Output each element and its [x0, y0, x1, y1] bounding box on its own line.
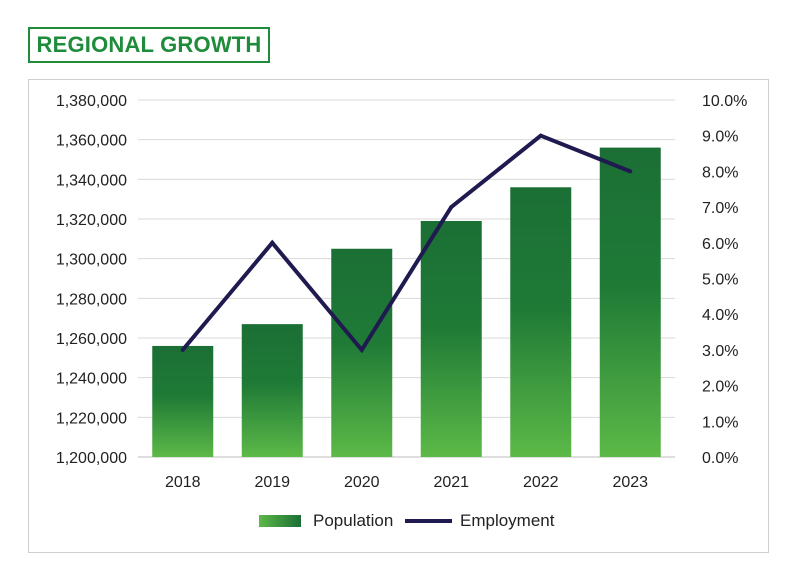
chart-title: REGIONAL GROWTH: [36, 32, 262, 57]
right-tick-label: 2.0%: [702, 379, 738, 396]
left-tick-label: 1,280,000: [56, 291, 127, 308]
right-tick-label: 1.0%: [702, 414, 738, 431]
right-tick-label: 4.0%: [702, 307, 738, 324]
legend-swatch-population: [259, 515, 301, 527]
employment-point-2018: [180, 347, 185, 352]
right-tick-label: 3.0%: [702, 343, 738, 360]
x-tick-label: 2022: [523, 474, 559, 491]
employment-point-2021: [449, 205, 454, 210]
right-tick-label: 8.0%: [702, 164, 738, 181]
x-axis-labels: 2018 2019 2020 2021 2022 2023: [165, 474, 648, 491]
employment-line-layer: [180, 133, 633, 354]
left-tick-label: 1,360,000: [56, 133, 127, 150]
legend: Population Employment: [259, 511, 555, 530]
left-tick-label: 1,320,000: [56, 212, 127, 229]
right-tick-label: 5.0%: [702, 272, 738, 289]
x-tick-label: 2018: [165, 474, 201, 491]
bar-population-2023: [599, 147, 661, 457]
bar-population-2022: [510, 187, 572, 457]
x-tick-label: 2019: [254, 474, 290, 491]
chart-frame: [28, 79, 769, 553]
employment-point-2022: [538, 133, 543, 138]
left-tick-label: 1,340,000: [56, 172, 127, 189]
population-bars: [152, 147, 661, 457]
right-axis-ticks: 0.0% 1.0% 2.0% 3.0% 4.0% 5.0% 6.0% 7.0% 8.0% 9.0%…: [702, 93, 747, 467]
left-tick-label: 1,380,000: [56, 93, 127, 110]
chart-title-box: REGIONAL GROWTH: [28, 27, 270, 63]
left-tick-label: 1,200,000: [56, 450, 127, 467]
left-tick-label: 1,260,000: [56, 331, 127, 348]
employment-point-2023: [628, 169, 633, 174]
right-tick-label: 7.0%: [702, 200, 738, 217]
left-tick-label: 1,220,000: [56, 410, 127, 427]
left-axis-ticks: 1,200,000 1,220,000 1,240,000 1,260,000 1,28…: [56, 93, 127, 467]
x-tick-label: 2021: [433, 474, 469, 491]
bar-population-2018: [152, 345, 214, 457]
right-tick-label: 0.0%: [702, 450, 738, 467]
x-tick-label: 2023: [612, 474, 648, 491]
bar-population-2019: [241, 324, 303, 457]
bar-population-2021: [420, 220, 482, 457]
employment-point-2019: [270, 240, 275, 245]
legend-label-population: Population: [313, 511, 393, 530]
employment-line: [181, 133, 631, 354]
left-tick-label: 1,240,000: [56, 371, 127, 388]
right-tick-label: 9.0%: [702, 129, 738, 146]
employment-point-2020: [359, 347, 364, 352]
right-tick-label: 6.0%: [702, 236, 738, 253]
x-tick-label: 2020: [344, 474, 380, 491]
legend-label-employment: Employment: [460, 511, 555, 530]
right-tick-label: 10.0%: [702, 93, 747, 110]
left-tick-label: 1,300,000: [56, 252, 127, 269]
